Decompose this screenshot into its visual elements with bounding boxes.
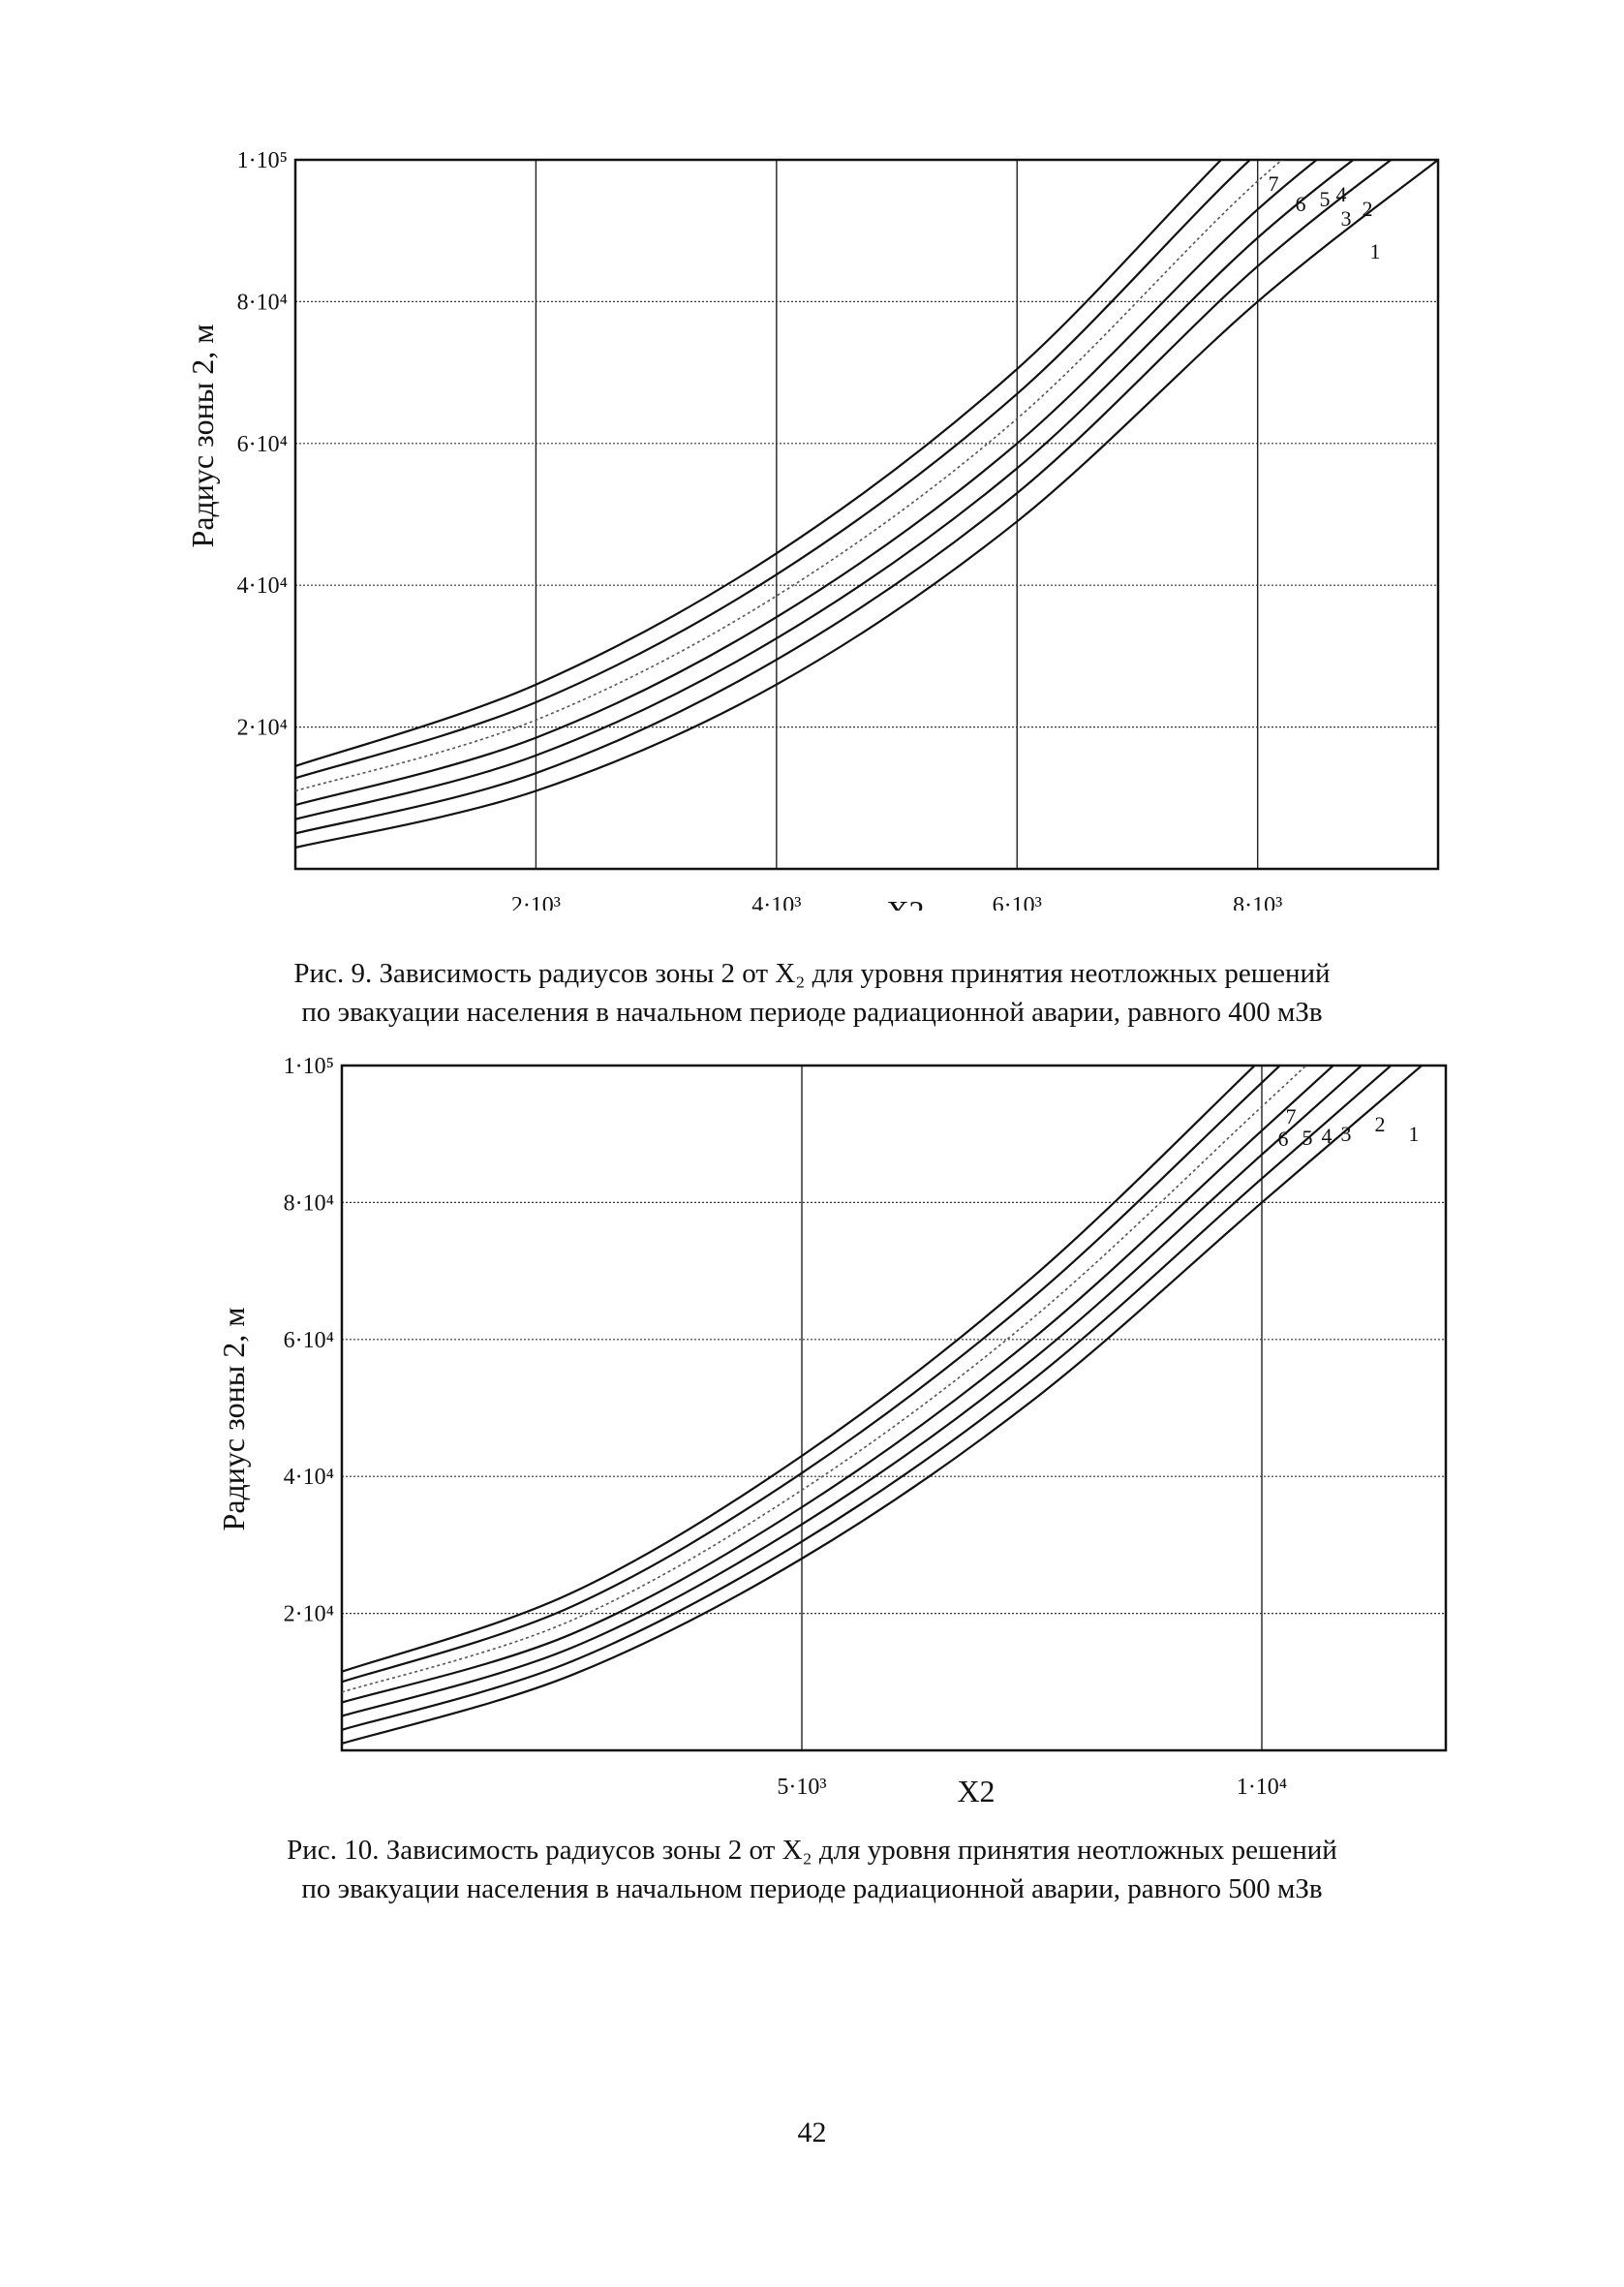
fig10-y-tick-label: 6·10⁴ [284,1328,334,1353]
fig9-series-2-label: 2 [1363,197,1373,221]
fig9-x-tick-label: 6·10³ [993,893,1042,911]
fig10-y-tick-label: 1·10⁵ [284,1054,334,1079]
fig9-y-tick-label: 8·10⁴ [237,290,288,315]
fig9-x-tick-label: 2·10³ [511,893,561,911]
fig10-series-4-line [342,1066,1335,1704]
fig10-series-2-label: 2 [1375,1112,1386,1136]
fig9-y-tick-label: 1·10⁵ [237,148,288,173]
fig10-x-tick-label: 1·10⁴ [1237,1775,1287,1800]
caption-fig10: Рис. 10. Зависимость радиусов зоны 2 от … [0,1831,1624,1908]
fig9-series-5-line [295,160,1284,792]
fig9-series-1-line [295,160,1438,850]
fig9-x-axis-label: X2 [886,894,924,911]
fig10-series-1-label: 1 [1409,1122,1420,1146]
fig9-series-4-line [295,160,1319,807]
caption-fig9-line1: Рис. 9. Зависимость радиусов зоны 2 от X… [293,958,1331,989]
fig9-series-6-label: 6 [1296,192,1306,216]
fig9-plot-frame [293,158,1440,871]
fig10-series-6-line [342,1066,1282,1684]
fig10-series-5-label: 5 [1302,1126,1313,1150]
fig10-y-tick-label: 8·10⁴ [284,1190,334,1216]
fig9-series-3-line [295,160,1356,820]
chart-fig9-svg: 2·10³ 4·10³ 6·10³ 8·10³ 2·10⁴ 4·10⁴ 6·10⁴ 8·10⁴… [185,148,1440,911]
fig10-series-3-line [342,1066,1364,1717]
fig9-series-4-label: 4 [1336,182,1347,206]
caption-fig10-line2: по эвакуации населения в начальном перио… [301,1873,1323,1904]
fig10-y-tick-label: 2·10⁴ [284,1602,334,1627]
fig9-y-tick-label: 4·10⁴ [237,573,288,599]
fig9-y-tick-label: 2·10⁴ [237,716,288,741]
fig10-series-4-label: 4 [1322,1124,1333,1148]
chart-fig9: 2·10³ 4·10³ 6·10³ 8·10³ 2·10⁴ 4·10⁴ 6·10⁴ 8·10⁴… [0,0,1624,1046]
fig9-series-7-line [295,160,1223,767]
fig10-series-7-line [342,1066,1257,1673]
fig9-series-7-label: 7 [1269,171,1279,196]
fig10-series-5-line [342,1066,1307,1693]
fig9-series-6-line [295,160,1252,780]
fig9-y-tick-label: 6·10⁴ [237,432,288,457]
fig10-series-7-label: 7 [1286,1104,1297,1128]
fig9-series-1-label: 1 [1370,239,1381,263]
fig9-series-5-label: 5 [1320,187,1331,211]
chart-fig10: 5·10³ 1·10⁴ 2·10⁴ 4·10⁴ 6·10⁴ 8·10⁴ 1·10⁵ X2 Рад… [0,1046,1624,2034]
fig9-y-axis-label: Радиус зоны 2, м [185,325,220,548]
caption-fig9-line2: по эвакуации населения в начальном перио… [301,997,1323,1028]
fig10-series-2-line [342,1066,1394,1731]
fig10-series-1-line [342,1066,1424,1745]
page-number: 42 [797,2117,827,2148]
fig10-plot-frame [340,1064,1448,1752]
fig10-x-axis-label: X2 [957,1774,995,1808]
fig9-series-2-line [295,160,1394,835]
fig10-x-tick-label: 5·10³ [777,1775,826,1800]
caption-fig9: Рис. 9. Зависимость радиусов зоны 2 от X… [0,954,1624,1032]
fig10-series-3-label: 3 [1341,1122,1352,1146]
fig10-y-axis-label: Радиус зоны 2, м [216,1308,251,1531]
fig10-y-tick-label: 4·10⁴ [284,1465,334,1490]
fig10-series-6-label: 6 [1278,1127,1289,1151]
fig9-x-tick-label: 4·10³ [751,893,801,911]
fig9-series-3-label: 3 [1341,206,1352,231]
fig9-x-tick-label: 8·10³ [1233,893,1282,911]
caption-fig10-line1: Рис. 10. Зависимость радиусов зоны 2 от … [287,1835,1337,1866]
chart-fig10-svg: 5·10³ 1·10⁴ 2·10⁴ 4·10⁴ 6·10⁴ 8·10⁴ 1·10⁵ X2 Рад… [216,1054,1448,1808]
